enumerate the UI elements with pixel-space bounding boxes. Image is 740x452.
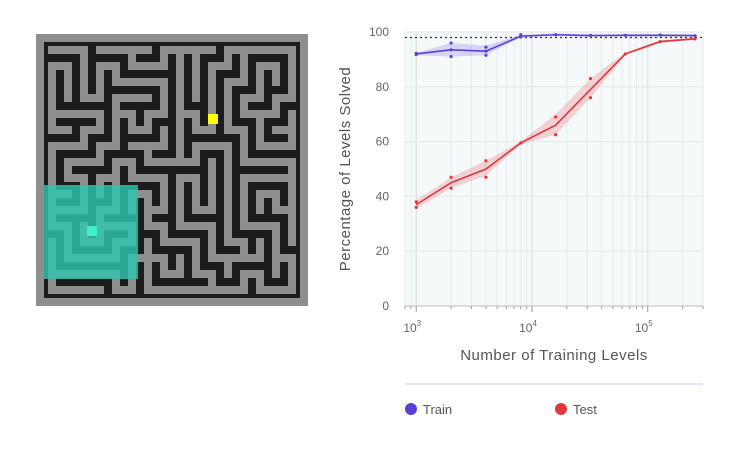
y-tick-label: 0: [382, 299, 389, 313]
x-axis-label: Number of Training Levels: [460, 347, 648, 364]
data-point-test: [414, 205, 418, 209]
plot-background: [405, 32, 703, 306]
series-line-test: [415, 38, 696, 206]
data-point-train: [449, 48, 453, 52]
data-point-train: [414, 51, 418, 55]
y-axis-label: Percentage of Levels Solved: [337, 67, 354, 271]
x-tick-labels: 103 104 105: [403, 319, 653, 335]
confidence-band-test: [416, 37, 696, 209]
maze-illustration: [36, 34, 308, 306]
x-tick-label: 103: [403, 319, 421, 335]
maze-walls: [44, 42, 300, 298]
data-point-train: [588, 33, 593, 37]
legend-swatch-test: [555, 403, 567, 415]
legend-label-train: Train: [423, 402, 452, 417]
maze-image: [36, 34, 308, 306]
line-chart: 0 20 40 60 80 100 103 104 105 Percentage of Lev…: [337, 25, 704, 417]
data-point-test: [554, 133, 558, 137]
data-point-train: [484, 53, 488, 57]
data-point-train: [658, 33, 662, 37]
y-tick-labels: 0 20 40 60 80 100: [369, 25, 389, 313]
chart-panel: 0 20 40 60 80 100 103 104 105 Percentage of Lev…: [330, 18, 730, 438]
y-tick-label: 60: [376, 135, 390, 149]
data-point-test: [449, 175, 453, 179]
goal-marker: [208, 114, 218, 124]
data-point-test: [623, 52, 627, 56]
y-tick-label: 100: [369, 25, 389, 39]
data-point-test: [658, 39, 662, 44]
grid-lines: [404, 31, 704, 312]
data-point-test: [484, 159, 488, 163]
data-point-train: [623, 33, 627, 37]
data-point-test: [588, 76, 593, 81]
data-point-test: [414, 200, 418, 204]
data-point-test: [449, 186, 453, 190]
data-point-train: [449, 55, 453, 59]
data-point-train: [519, 35, 523, 39]
data-point-test: [554, 115, 558, 119]
legend-swatch-train: [405, 403, 417, 415]
data-point-train: [484, 49, 488, 53]
data-point-test: [519, 141, 523, 145]
data-point-train: [449, 41, 453, 45]
legend: Train Test: [405, 402, 597, 417]
data-point-train: [554, 33, 558, 37]
x-tick-label: 104: [519, 319, 537, 335]
legend-label-test: Test: [573, 402, 597, 417]
data-points: [414, 33, 697, 209]
y-tick-label: 20: [376, 244, 390, 258]
data-point-train: [519, 33, 523, 37]
data-point-test: [588, 96, 593, 100]
data-point-test: [693, 37, 697, 41]
agent-marker: [87, 226, 97, 236]
data-point-train: [693, 34, 697, 38]
x-tick-label: 105: [635, 319, 653, 335]
data-point-test: [484, 175, 488, 179]
y-tick-label: 40: [376, 189, 390, 203]
data-point-train: [484, 45, 488, 49]
y-tick-label: 80: [376, 80, 390, 94]
